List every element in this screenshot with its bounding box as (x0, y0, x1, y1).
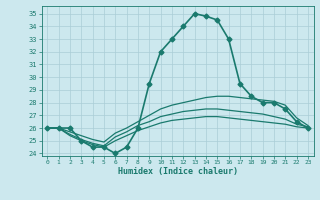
X-axis label: Humidex (Indice chaleur): Humidex (Indice chaleur) (118, 167, 237, 176)
